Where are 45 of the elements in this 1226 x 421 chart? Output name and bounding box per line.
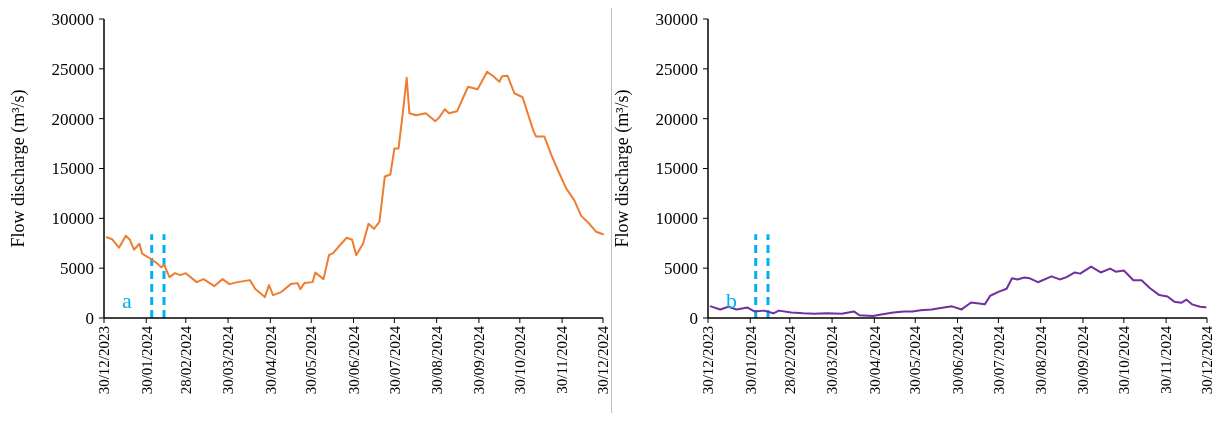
y-tick-label: 25000: [655, 59, 698, 79]
x-tick-label: 30/05/2024: [907, 325, 924, 395]
y-tick-label: 30000: [51, 9, 94, 29]
y-tick-label: 15000: [655, 159, 698, 179]
x-tick-label: 30/04/2024: [866, 325, 883, 395]
x-tick-label: 30/06/2024: [949, 325, 966, 395]
y-tick-label: 15000: [51, 159, 94, 179]
x-tick-label: 30/10/2024: [1116, 325, 1133, 395]
y-tick-label: 20000: [655, 109, 698, 129]
x-tick-label: 30/03/2024: [220, 325, 237, 395]
x-tick-label: 28/02/2024: [782, 325, 799, 395]
x-tick-label: 30/12/2023: [96, 326, 113, 395]
y-tick-label: 5000: [60, 259, 94, 279]
x-tick-label: 30/12/2023: [700, 326, 717, 395]
x-tick-label: 30/08/2024: [428, 325, 445, 395]
y-tick-label: 0: [85, 308, 94, 328]
y-tick-label: 25000: [51, 59, 94, 79]
y-tick-label: 5000: [664, 259, 698, 279]
x-tick-label: 30/08/2024: [1032, 325, 1049, 395]
x-tick-label: 30/10/2024: [512, 325, 529, 395]
x-tick-label: 30/03/2024: [824, 325, 841, 395]
line-series: [105, 70, 604, 299]
x-tick-label: 30/11/2024: [1158, 325, 1175, 394]
y-tick-label: 10000: [51, 209, 94, 229]
y-axis-title: Flow discharge (m³/s): [8, 89, 29, 248]
x-tick-label: 30/05/2024: [303, 325, 320, 395]
y-tick-label: 10000: [655, 209, 698, 229]
x-tick-label: 28/02/2024: [178, 325, 195, 395]
x-tick-label: 30/04/2024: [262, 325, 279, 395]
y-tick-label: 0: [689, 308, 698, 328]
x-tick-label: 30/09/2024: [471, 325, 488, 395]
y-tick-label: 20000: [51, 109, 94, 129]
x-tick-label: 30/11/2024: [554, 325, 571, 394]
x-tick-label: 30/07/2024: [386, 325, 403, 395]
y-axis-title: Flow discharge (m³/s): [612, 89, 633, 248]
x-tick-label: 30/01/2024: [138, 325, 155, 395]
x-tick-label: 30/09/2024: [1075, 325, 1092, 395]
x-tick-label: 30/07/2024: [990, 325, 1007, 395]
x-tick-label: 30/12/2024: [1199, 325, 1216, 395]
y-tick-label: 30000: [655, 9, 698, 29]
x-tick-label: 30/06/2024: [345, 325, 362, 395]
annotation: a: [122, 288, 132, 313]
x-tick-label: 30/12/2024: [595, 325, 612, 395]
x-tick-label: 30/01/2024: [742, 325, 759, 395]
annotation: b: [726, 288, 737, 313]
